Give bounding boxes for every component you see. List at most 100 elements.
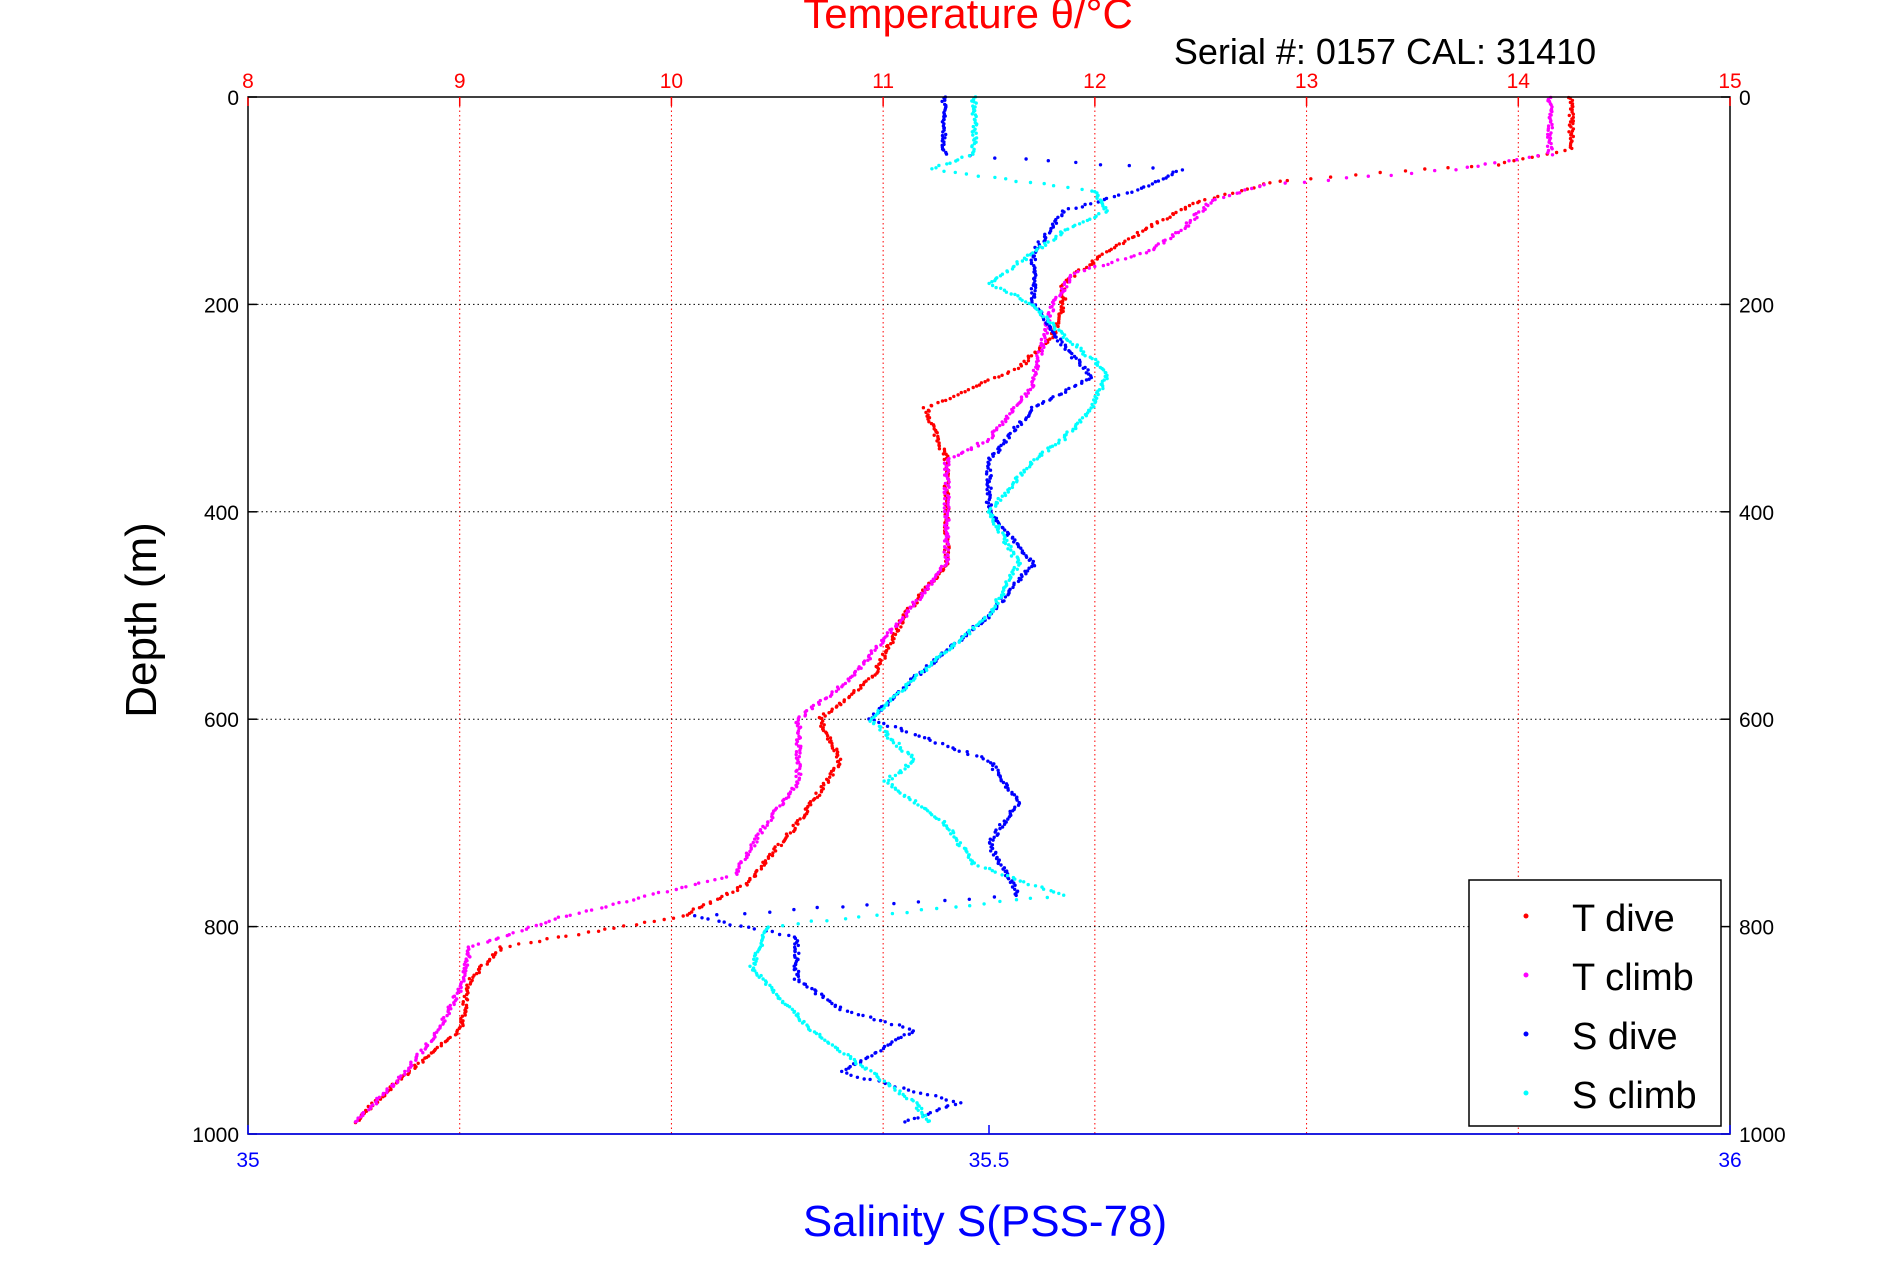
data-point [893,632,898,637]
data-point [814,791,818,795]
data-point [652,919,656,924]
data-point [1132,254,1136,258]
data-point [1084,378,1089,382]
data-point [1032,564,1037,568]
data-point [828,999,832,1003]
data-point [943,481,948,486]
data-point [1268,181,1272,185]
data-point [1025,253,1030,257]
data-point [359,1115,363,1119]
data-point [1023,417,1028,422]
data-point [1042,345,1046,349]
data-point [882,1079,887,1083]
data-point [1032,458,1036,462]
data-point [612,926,616,930]
data-point [1055,339,1060,343]
data-point [1081,220,1085,224]
data-point [604,905,608,909]
data-point [866,677,871,681]
data-point [1048,398,1052,402]
data-point [985,492,990,496]
data-point [403,1072,407,1076]
data-point [1030,380,1034,384]
data-point [872,718,876,722]
data-point [888,628,892,632]
data-point [905,614,909,618]
data-point [756,836,760,840]
data-point [467,977,472,981]
data-point [834,755,839,759]
data-point [1012,552,1016,556]
data-point [1063,228,1067,232]
data-point [544,921,548,925]
data-point [966,388,971,392]
data-point [1065,285,1069,289]
data-point [1029,287,1034,291]
data-point [924,1113,928,1118]
data-point [987,490,992,494]
data-point [642,894,647,898]
data-point [956,453,961,457]
data-point [900,621,905,625]
data-point [1136,188,1140,192]
data-point [1036,364,1041,368]
data-point [940,399,945,403]
data-point [517,942,521,946]
data-point [1047,231,1052,235]
series-t-climb [353,95,1555,1124]
data-point [971,124,975,129]
data-point [878,1018,883,1023]
data-point [988,458,992,462]
data-point [986,378,990,382]
data-point [794,769,798,773]
data-point [1060,340,1064,344]
data-point [1062,893,1066,897]
data-point [1016,803,1021,807]
data-point [841,905,845,909]
data-point [1550,147,1554,151]
data-point [1023,300,1028,304]
data-point [1049,889,1053,893]
data-point [796,822,800,826]
data-point [1326,178,1331,183]
data-point [1423,167,1427,171]
data-point [810,986,814,991]
data-point [879,658,883,663]
data-point [1104,371,1108,375]
data-point [986,466,990,470]
data-point [933,741,937,745]
data-point [994,428,999,432]
data-point [797,736,801,741]
data-point [835,760,840,764]
data-point [1138,251,1142,256]
data-point [1161,177,1166,181]
data-point [717,919,721,923]
data-point [1029,261,1034,266]
data-point [1076,269,1080,274]
data-point [869,651,874,655]
data-point [891,695,896,699]
data-point [993,278,997,283]
data-point [1085,265,1089,270]
data-point [476,942,481,946]
data-point [850,692,854,696]
data-point [447,1011,451,1016]
data-point [914,598,918,603]
data-point [468,982,472,986]
data-point [752,954,757,958]
data-point [1033,257,1038,262]
data-point [797,979,801,984]
data-point [743,857,747,862]
data-point [921,1115,925,1119]
data-point [815,795,820,799]
data-point [1019,364,1024,368]
data-point [826,780,831,784]
data-point [1019,546,1023,550]
data-point [834,689,839,693]
data-point [886,646,891,650]
data-point [877,662,881,666]
data-point [932,433,936,437]
data-point [797,755,801,759]
data-point [748,964,752,968]
data-point [1095,196,1099,200]
